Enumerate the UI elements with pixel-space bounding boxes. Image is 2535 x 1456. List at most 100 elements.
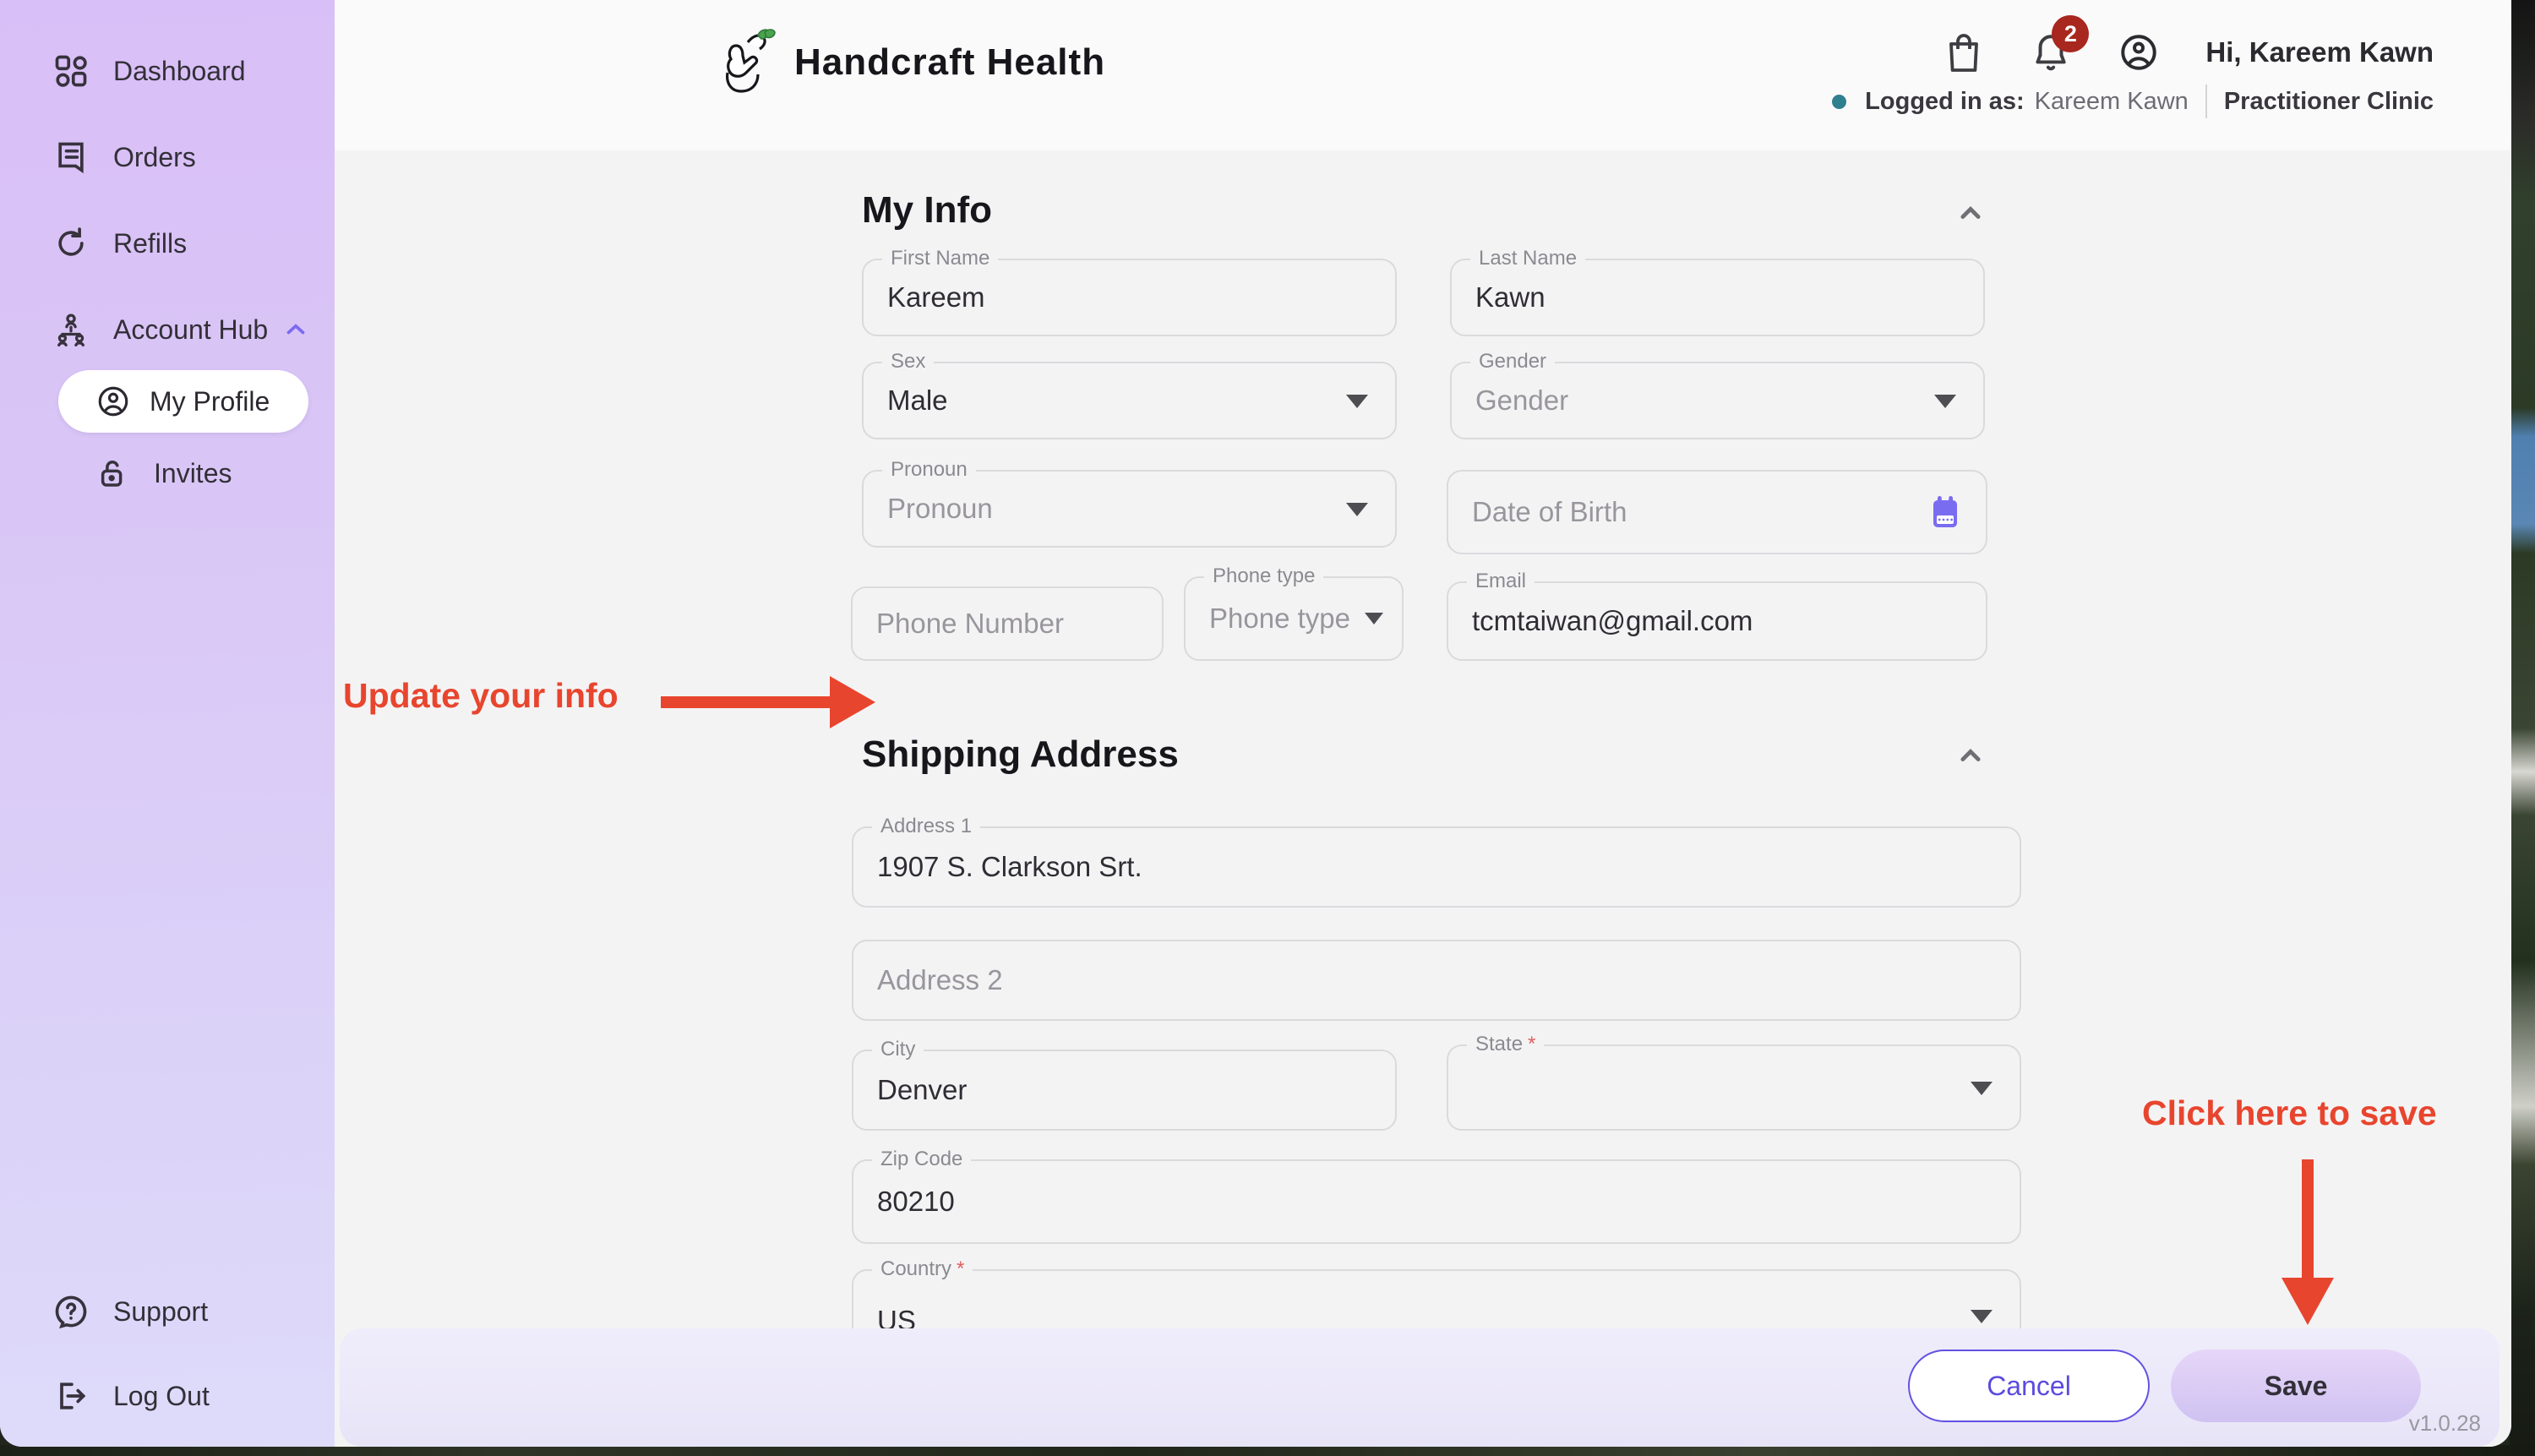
annotation-arrow-right-head	[830, 676, 875, 728]
annotation-arrow-right-shaft	[661, 696, 830, 708]
field-label: Email	[1467, 570, 1535, 593]
sidebar-item-label: Dashboard	[113, 55, 246, 86]
sidebar-item-invites[interactable]: Invites	[0, 439, 335, 507]
address2-field[interactable]: Address 2	[852, 940, 2021, 1021]
sidebar-item-refills[interactable]: Refills	[0, 210, 335, 277]
logged-in-label: Logged in as:	[1865, 87, 2025, 115]
field-placeholder: Phone Number	[876, 608, 1064, 639]
state-select[interactable]: State *	[1447, 1033, 2021, 1131]
divider	[2205, 85, 2207, 118]
cancel-button[interactable]: Cancel	[1908, 1350, 2150, 1422]
dropdown-caret-icon	[1934, 395, 1956, 408]
field-label: First Name	[882, 247, 999, 270]
refresh-cycle-icon	[52, 225, 90, 262]
dropdown-caret-icon	[1971, 1082, 1993, 1095]
field-label: Phone type	[1204, 564, 1324, 588]
sidebar-item-label: Account Hub	[113, 314, 269, 345]
sidebar-item-account-hub[interactable]: Account Hub	[0, 296, 335, 363]
required-asterisk: *	[1528, 1033, 1536, 1055]
dropdown-caret-icon	[1365, 613, 1383, 624]
city-field[interactable]: City Denver	[852, 1038, 1397, 1131]
sidebar-item-log-out[interactable]: Log Out	[0, 1362, 335, 1430]
section-title-my-info: My Info	[862, 189, 992, 231]
annotation-update-info: Update your info	[343, 676, 619, 715]
sidebar-item-label: Support	[113, 1295, 209, 1327]
field-placeholder: Date of Birth	[1472, 496, 1627, 527]
main-content	[335, 150, 2511, 1447]
dropdown-caret-icon	[1346, 503, 1368, 516]
gender-select[interactable]: Gender Gender	[1450, 350, 1985, 439]
field-label: Address 1	[872, 815, 981, 838]
sidebar-item-label: Log Out	[113, 1380, 210, 1411]
app-version: v1.0.28	[2408, 1410, 2481, 1436]
account-circle-icon[interactable]	[2118, 31, 2160, 74]
zip-code-field[interactable]: Zip Code 80210	[852, 1148, 2021, 1244]
desktop-background-sliver	[2510, 0, 2535, 1456]
sex-select[interactable]: Sex Male	[862, 350, 1397, 439]
field-label: City	[872, 1038, 924, 1061]
chevron-up-icon	[281, 315, 310, 344]
sidebar-item-dashboard[interactable]: Dashboard	[0, 37, 335, 105]
status-dot	[1832, 94, 1847, 109]
field-label: Sex	[882, 350, 935, 374]
dashboard-icon	[52, 52, 90, 90]
field-placeholder: Address 2	[877, 964, 1003, 995]
sidebar-item-label: Orders	[113, 141, 196, 172]
field-value: Male	[887, 384, 948, 416]
field-placeholder: Phone type	[1209, 603, 1350, 634]
collapse-shipping-chevron-icon[interactable]	[1952, 737, 1989, 774]
field-value: Kawn	[1475, 281, 1546, 313]
finger-heart-logo-icon	[713, 25, 782, 100]
section-title-shipping: Shipping Address	[862, 733, 1179, 775]
field-label: Zip Code	[872, 1148, 972, 1171]
footer-action-bar: Cancel Save v1.0.28	[340, 1328, 2500, 1447]
annotation-click-save: Click here to save	[2142, 1093, 2437, 1132]
sidebar: Dashboard Orders Refills	[0, 0, 335, 1447]
sidebar-item-orders[interactable]: Orders	[0, 123, 335, 191]
field-placeholder: Gender	[1475, 384, 1569, 416]
sidebar-item-label: My Profile	[150, 385, 270, 417]
phone-type-select[interactable]: Phone type Phone type	[1184, 564, 1404, 661]
sidebar-item-support[interactable]: Support	[0, 1278, 335, 1345]
logout-icon	[52, 1377, 90, 1415]
first-name-field[interactable]: First Name Kareem	[862, 247, 1397, 336]
brand-name: Handcraft Health	[794, 41, 1106, 83]
field-value: 80210	[877, 1186, 955, 1217]
calendar-icon[interactable]	[1928, 494, 1962, 531]
user-greeting: Hi, Kareem Kawn	[2205, 36, 2434, 68]
field-label: Gender	[1470, 350, 1556, 374]
address1-field[interactable]: Address 1 1907 S. Clarkson Srt.	[852, 815, 2021, 908]
logged-in-name: Kareem Kawn	[2034, 87, 2189, 115]
phone-number-field[interactable]: Phone Number	[851, 586, 1164, 661]
last-name-field[interactable]: Last Name Kawn	[1450, 247, 1985, 336]
annotation-arrow-down-shaft	[2302, 1159, 2314, 1279]
help-question-bubble-icon	[52, 1293, 90, 1330]
field-value: Kareem	[887, 281, 985, 313]
sidebar-item-label: Refills	[113, 227, 188, 259]
brand-logo: Handcraft Health	[713, 25, 1105, 100]
date-of-birth-field[interactable]: Date of Birth	[1447, 470, 1987, 554]
required-asterisk: *	[957, 1257, 965, 1280]
desktop-background-strip	[0, 1445, 2511, 1456]
save-button[interactable]: Save	[2171, 1350, 2421, 1422]
email-field[interactable]: Email tcmtaiwan@gmail.com	[1447, 570, 1987, 661]
collapse-my-info-chevron-icon[interactable]	[1952, 194, 1989, 232]
notification-badge: 2	[2052, 15, 2090, 52]
person-circle-icon	[95, 384, 131, 419]
notification-bell-icon[interactable]: 2	[2030, 15, 2090, 74]
annotation-arrow-down-head	[2282, 1278, 2334, 1325]
account-hub-hierarchy-icon	[52, 311, 90, 348]
org-name: Practitioner Clinic	[2223, 87, 2434, 115]
orders-document-icon	[52, 139, 90, 176]
dropdown-caret-icon	[1971, 1310, 1993, 1323]
shopping-bag-icon[interactable]	[1944, 30, 1984, 74]
pronoun-select[interactable]: Pronoun Pronoun	[862, 458, 1397, 548]
sidebar-item-my-profile-active[interactable]: My Profile	[58, 370, 308, 433]
sidebar-item-label: Invites	[154, 457, 232, 488]
field-placeholder: Pronoun	[887, 493, 993, 524]
field-label: Pronoun	[882, 458, 976, 482]
field-label: State *	[1467, 1033, 1545, 1056]
dropdown-caret-icon	[1346, 395, 1368, 408]
